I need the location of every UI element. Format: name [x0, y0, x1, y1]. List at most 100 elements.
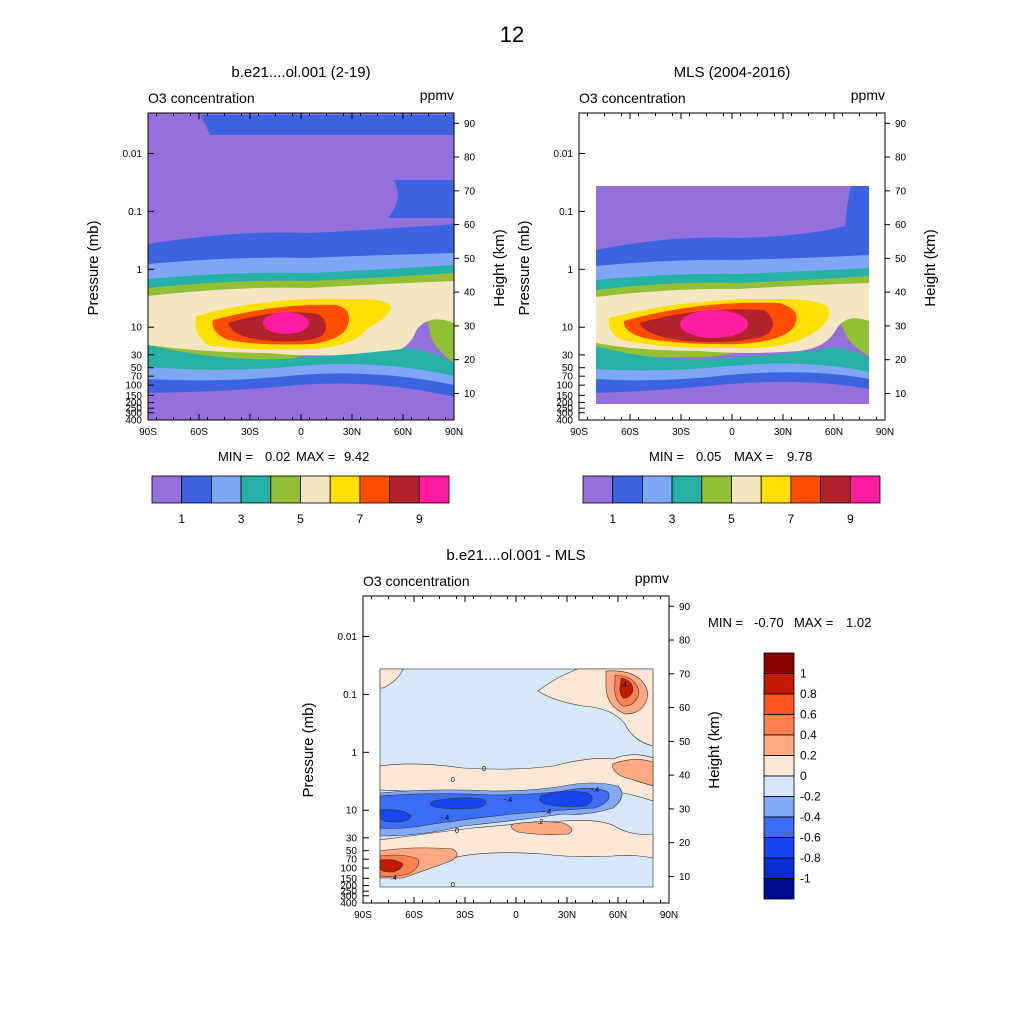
height-tick-label: 40 — [679, 771, 691, 782]
height-tick-label: 90 — [464, 119, 476, 130]
panel-diff-axes: 90S 60S 30S 0 30N 60N 90N0.010.111030507010015… — [338, 596, 691, 921]
panel-model-max-value: 9.42 — [344, 449, 369, 464]
y-tick-label: 400 — [556, 416, 573, 427]
panel-mls-right-label: ppmv — [851, 87, 885, 103]
height-tick-label: 40 — [895, 288, 907, 299]
colorbar-label: 0.4 — [800, 728, 817, 742]
panel-model-polar-blue — [388, 180, 454, 218]
y-tick-label: 100 — [556, 381, 573, 392]
colorbar-label: 0.8 — [800, 687, 817, 701]
colorbar-label: -0.6 — [800, 831, 821, 845]
panel-diff-title: b.e21....ol.001 - MLS — [446, 547, 585, 564]
y-tick-label: 50 — [346, 846, 358, 857]
colorbar-swatch — [763, 857, 795, 879]
y-tick-label: 70 — [346, 855, 358, 866]
colorbar-swatch — [240, 475, 272, 504]
panel-mls-lower-blue — [596, 372, 869, 393]
panel-model-peak — [263, 312, 309, 334]
y-tick-label: 30 — [346, 833, 358, 844]
x-tick-label: 60N — [394, 427, 412, 438]
panel-mls-max-label: MAX = — [734, 449, 773, 464]
y-tick-label: 200 — [340, 881, 357, 892]
panel-model-top-cap — [200, 113, 454, 135]
panel-diff-neg-5 — [430, 797, 487, 810]
x-tick-label: 60N — [609, 910, 627, 921]
x-tick-label: 60S — [190, 427, 208, 438]
colorbar-swatch — [763, 796, 795, 818]
height-tick-label: 50 — [679, 737, 691, 748]
colorbar-swatch — [731, 475, 762, 504]
height-tick-label: 80 — [679, 636, 691, 647]
panel-diff-contour-label: 0 — [482, 766, 486, 773]
y-tick-label: 400 — [125, 416, 142, 427]
height-tick-label: 10 — [895, 389, 907, 400]
height-tick-label: 10 — [464, 389, 476, 400]
x-tick-label: 90S — [570, 427, 588, 438]
y-tick-label: 200 — [556, 398, 573, 409]
panel-diff-y-label: Pressure (mb) — [300, 702, 317, 797]
colorbar-swatch — [389, 475, 420, 504]
panel-mls-min-value: 0.05 — [696, 449, 721, 464]
panel-model-right-label: ppmv — [420, 87, 454, 103]
y-tick-label: 0.1 — [343, 690, 357, 701]
colorbar-label: 1 — [800, 667, 807, 681]
y-tick-label: 300 — [125, 408, 142, 419]
panel-diff-contour-label: 0 — [455, 828, 459, 835]
colorbar-swatch — [418, 475, 450, 504]
colorbar-swatch — [763, 673, 795, 695]
panel-mls-lower-teal — [596, 346, 869, 373]
y-tick-label: 50 — [562, 363, 574, 374]
panel-diff-contour-label: -.4 — [591, 787, 599, 794]
panel-model-min-value: 0.02 — [265, 449, 290, 464]
x-tick-label: 0 — [513, 910, 519, 921]
colorbar-label: 5 — [297, 512, 304, 526]
colorbar-swatch — [329, 475, 361, 504]
x-tick-label: 30N — [343, 427, 361, 438]
y-tick-label: 1 — [136, 265, 142, 276]
x-tick-label: 30S — [672, 427, 690, 438]
colorbar-label: 9 — [847, 512, 854, 526]
y-tick-label: 70 — [131, 372, 143, 383]
height-tick-label: 70 — [895, 186, 907, 197]
colorbar-swatch — [612, 475, 643, 504]
panel-diff-min-label: MIN = — [708, 615, 743, 630]
y-tick-label: 10 — [131, 323, 143, 334]
panel-diff-contour-label: -.2 — [535, 819, 543, 826]
colorbar-swatch — [763, 775, 795, 797]
y-tick-label: 1 — [567, 265, 573, 276]
colorbar-swatch — [763, 652, 795, 674]
colorbar-swatch — [300, 475, 331, 504]
x-tick-label: 90S — [354, 910, 372, 921]
colorbar-label: 1 — [609, 512, 616, 526]
colorbar-swatch — [270, 475, 301, 504]
y-tick-label: 50 — [131, 363, 143, 374]
colorbar-swatch — [820, 475, 851, 504]
colorbar-label: -0.4 — [800, 810, 821, 824]
colorbar-label: -1 — [800, 872, 811, 886]
x-tick-label: 90N — [445, 427, 463, 438]
height-tick-label: 30 — [464, 321, 476, 332]
panel-diff-arctic-pos-3 — [619, 677, 634, 699]
panel-model-lower-teal — [148, 345, 454, 378]
y-tick-label: 0.1 — [128, 207, 142, 218]
panel-diff-contour-label: 0 — [451, 882, 455, 889]
panel-diff: b.e21....ol.001 - MLS O3 concentration p… — [300, 547, 871, 921]
panel-diff-colorbar: 1 0.8 0.6 0.4 0.2 0 -0.2 -0.4 -0.6 -0.8 -1 — [763, 652, 821, 900]
panel-mls-y-label: Pressure (mb) — [516, 220, 533, 315]
colorbar-label: 1 — [178, 512, 185, 526]
height-tick-label: 20 — [895, 355, 907, 366]
y-tick-label: 150 — [340, 874, 357, 885]
y-tick-label: 250 — [125, 404, 142, 415]
panel-mls-colorbar: 1 3 5 7 9 — [582, 475, 881, 526]
panel-model-axes: 90S 60S 30S 0 30N 60N 90N0.010.111030507010015… — [123, 113, 476, 438]
colorbar-swatch — [763, 837, 795, 859]
height-tick-label: 90 — [679, 602, 691, 613]
y-tick-label: 250 — [340, 887, 357, 898]
colorbar-label: 5 — [728, 512, 735, 526]
y-tick-label: 150 — [125, 391, 142, 402]
x-tick-label: 60S — [405, 910, 423, 921]
panel-diff-max-value: 1.02 — [846, 615, 871, 630]
colorbar-swatch — [763, 734, 795, 756]
panel-diff-right-label: ppmv — [635, 570, 669, 586]
colorbar-swatch — [763, 755, 795, 777]
